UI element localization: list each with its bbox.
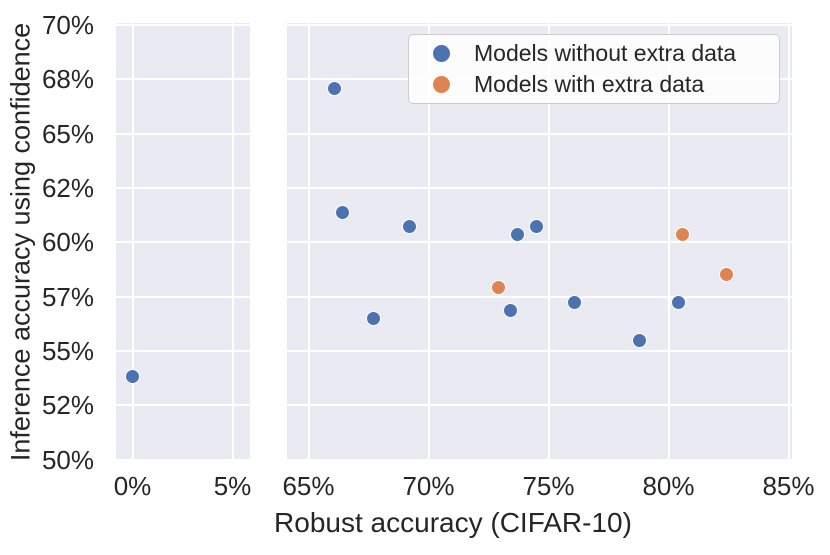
- y-tick-label: 65%: [41, 118, 94, 149]
- x-tick-label: 85%: [762, 471, 815, 501]
- x-axis-label: Robust accuracy (CIFAR-10): [274, 507, 632, 538]
- gridline-horizontal: [286, 295, 792, 298]
- data-point-with-extra-data: [490, 280, 506, 296]
- y-tick-label: 55%: [41, 336, 94, 367]
- gridline-vertical: [131, 23, 134, 461]
- legend: Models without extra data Models with ex…: [408, 34, 780, 104]
- y-tick-label: 50%: [41, 444, 94, 475]
- data-point-without-extra-data: [125, 368, 140, 384]
- gridline-horizontal: [115, 404, 250, 407]
- y-axis-label: Inference accuracy using confidence: [5, 22, 36, 462]
- data-point-without-extra-data: [529, 218, 544, 234]
- gridline-horizontal: [286, 458, 792, 461]
- gridline-horizontal: [115, 241, 250, 244]
- y-tick-label: 70%: [41, 9, 94, 40]
- gridline-vertical: [547, 23, 550, 461]
- data-point-without-extra-data: [334, 204, 350, 220]
- y-tick-label: 68%: [41, 64, 94, 95]
- data-point-with-extra-data: [718, 267, 734, 283]
- data-point-without-extra-data: [502, 302, 518, 318]
- data-point-without-extra-data: [327, 80, 343, 96]
- legend-row: Models without extra data: [409, 38, 779, 69]
- data-point-with-extra-data: [675, 226, 691, 242]
- gridline-horizontal: [286, 404, 792, 407]
- gridline-horizontal: [115, 295, 250, 298]
- gridline-horizontal: [115, 350, 250, 353]
- data-point-without-extra-data: [401, 218, 417, 234]
- gridline-vertical: [231, 23, 234, 461]
- gridline-vertical: [427, 23, 430, 461]
- y-tick-label: 52%: [41, 390, 94, 421]
- x-tick-label: 65%: [282, 471, 335, 501]
- gridline-vertical: [307, 23, 310, 461]
- gridline-horizontal: [286, 132, 792, 135]
- legend-marker-orange-icon: [433, 76, 450, 94]
- data-point-without-extra-data: [567, 294, 583, 310]
- x-tick-label: 80%: [642, 471, 695, 501]
- gridline-vertical: [787, 23, 790, 461]
- gridline-horizontal: [115, 23, 250, 26]
- gridline-horizontal: [115, 187, 250, 189]
- gridline-horizontal: [286, 241, 792, 244]
- left-axis-panel: [115, 23, 250, 461]
- y-tick-label: 57%: [41, 281, 94, 312]
- data-point-without-extra-data: [632, 332, 648, 348]
- gridline-horizontal: [115, 132, 250, 135]
- legend-marker-blue-icon: [433, 44, 450, 62]
- x-tick-label: 5%: [213, 471, 252, 501]
- legend-row: Models with extra data: [409, 69, 779, 100]
- gridline-horizontal: [115, 458, 250, 461]
- legend-label: Models with extra data: [474, 71, 705, 98]
- data-point-without-extra-data: [670, 294, 686, 310]
- gridline-horizontal: [286, 23, 792, 26]
- gridline-horizontal: [286, 187, 792, 189]
- y-tick-label: 62%: [41, 173, 94, 203]
- x-tick-label: 70%: [402, 471, 455, 501]
- legend-label: Models without extra data: [474, 39, 737, 66]
- data-point-without-extra-data: [509, 226, 525, 242]
- x-tick-label: 75%: [522, 471, 575, 501]
- gridline-horizontal: [115, 78, 250, 81]
- data-point-without-extra-data: [365, 310, 381, 326]
- gridline-horizontal: [286, 350, 792, 353]
- x-tick-label: 0%: [113, 471, 152, 501]
- gridline-vertical: [667, 23, 670, 461]
- y-tick-label: 60%: [41, 227, 94, 258]
